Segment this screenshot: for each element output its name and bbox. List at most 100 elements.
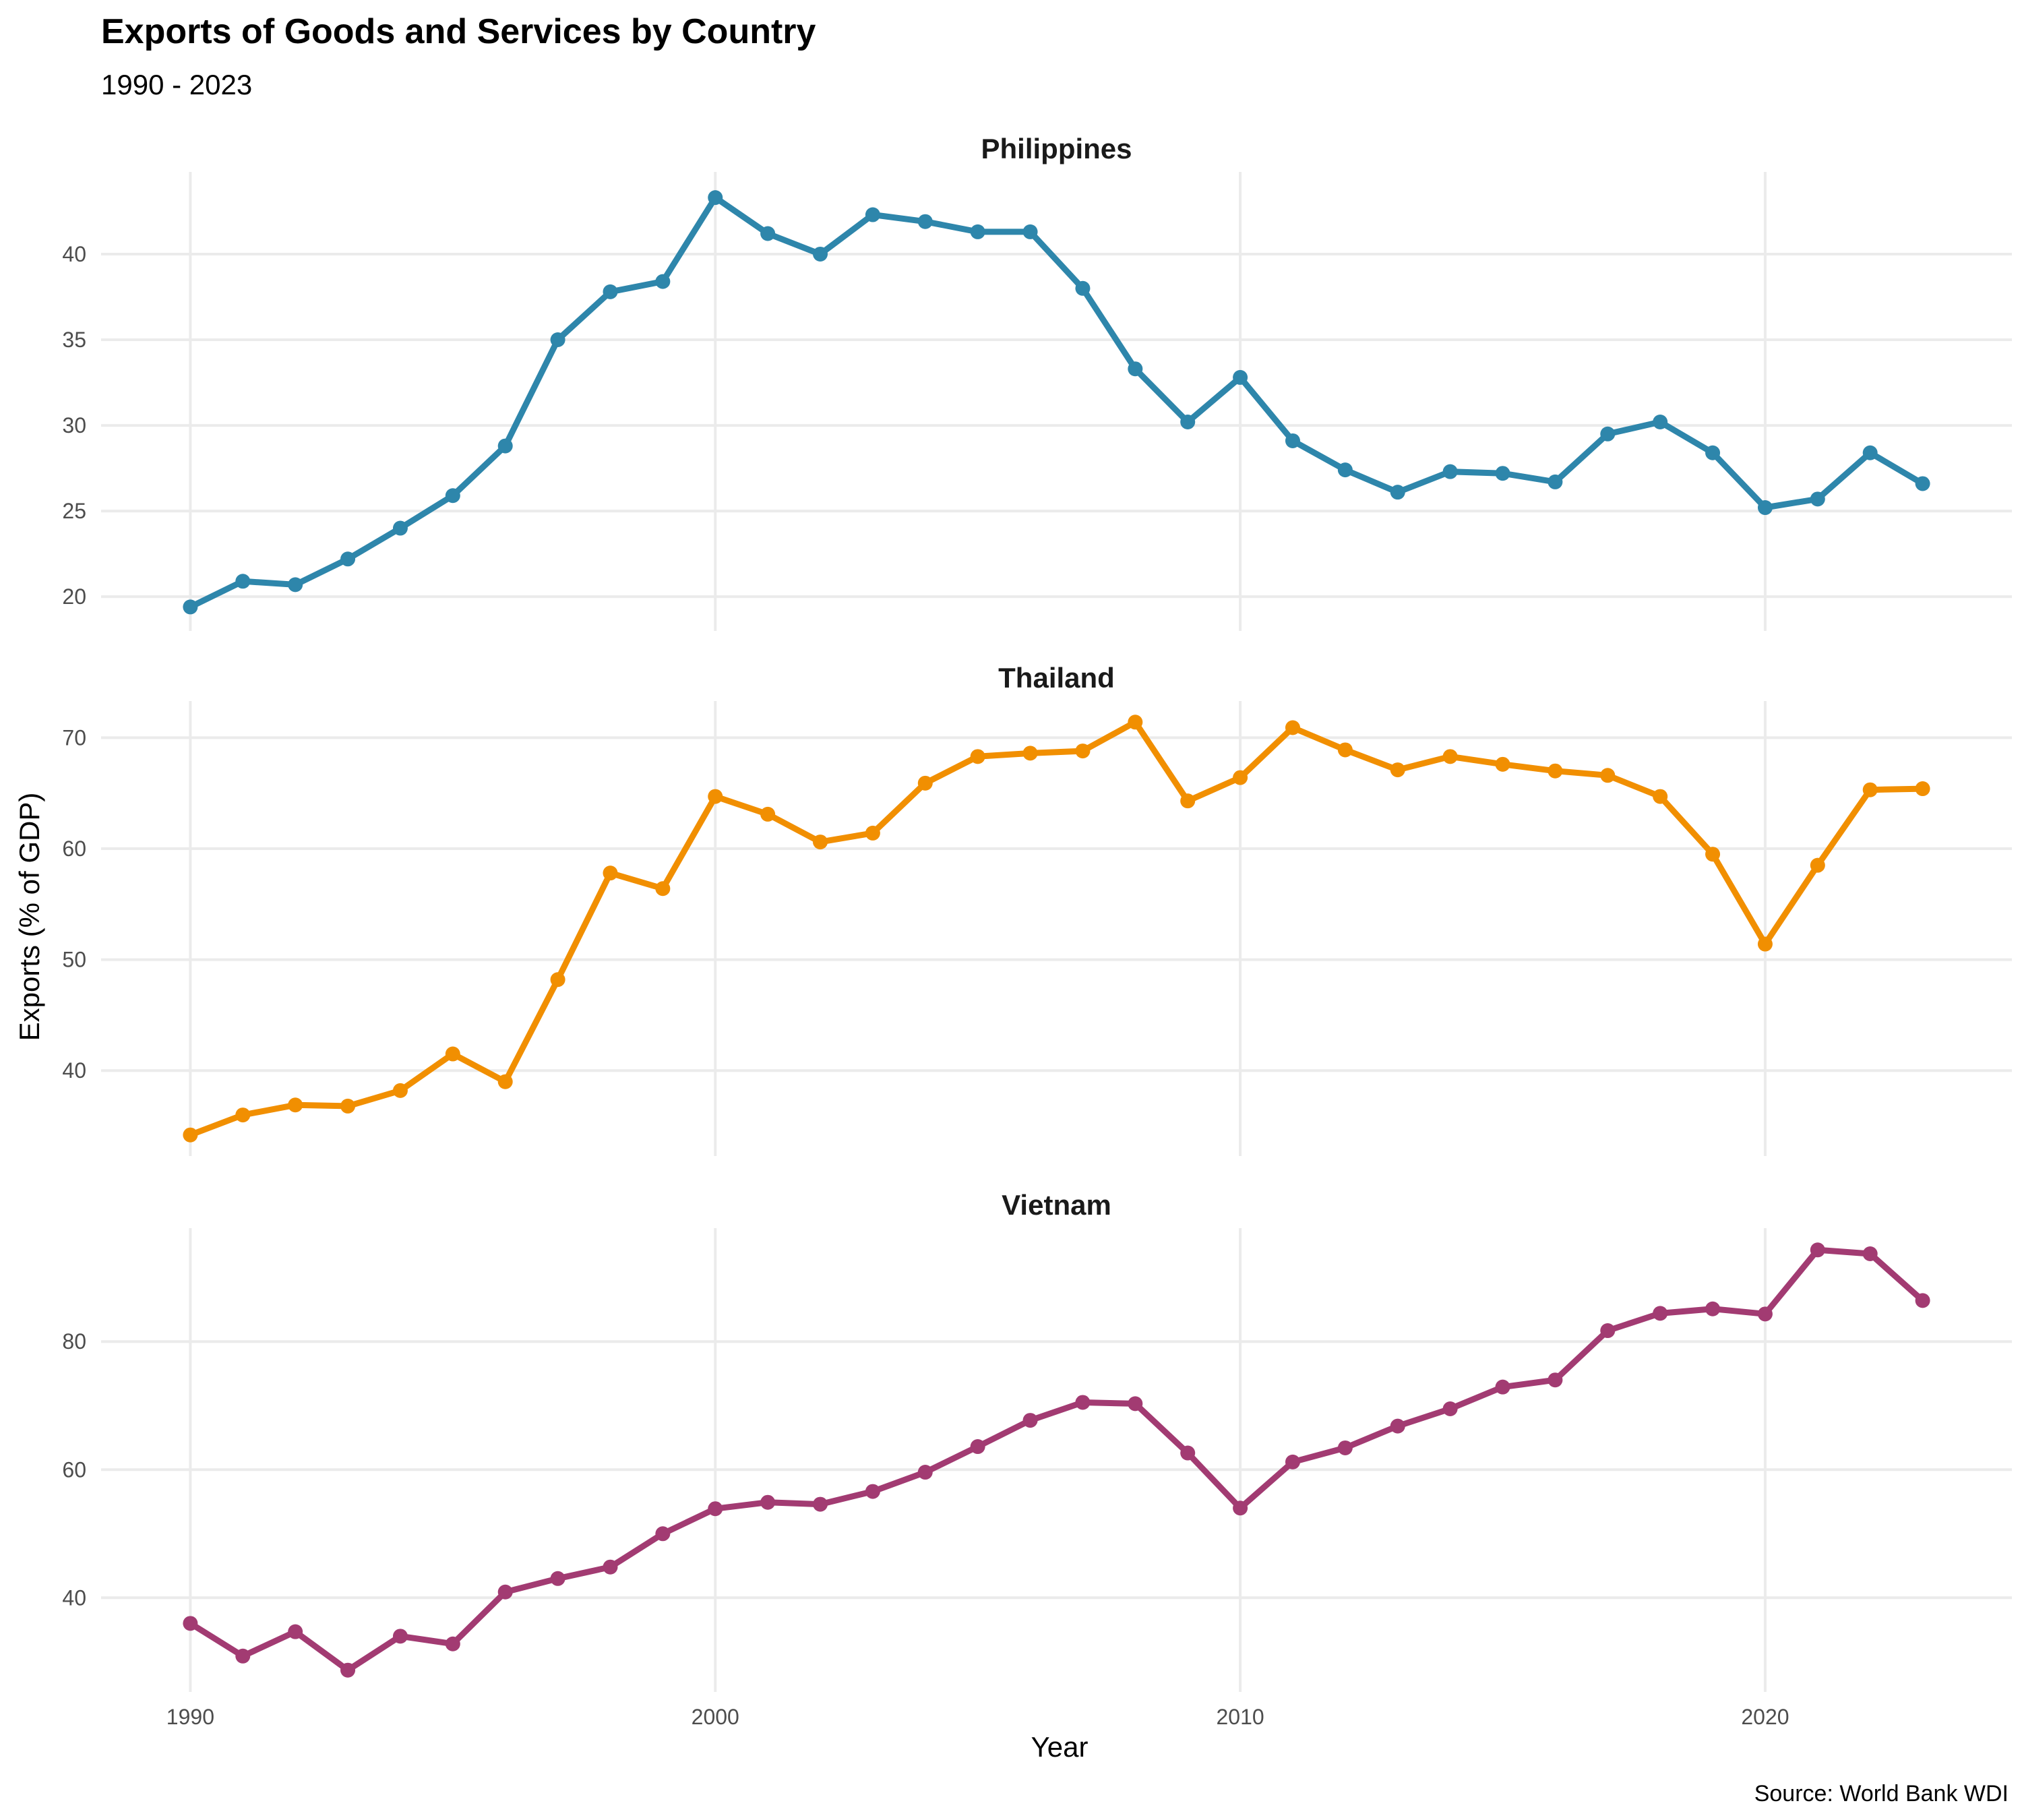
chart-subtitle: 1990 - 2023 <box>101 69 252 100</box>
x-tick-label: 2010 <box>1217 1705 1264 1729</box>
data-point <box>1337 1440 1353 1455</box>
y-tick-label: 25 <box>62 499 86 523</box>
data-point <box>1128 361 1143 377</box>
y-axis-title: Exports (% of GDP) <box>13 793 45 1041</box>
facet-panel-thailand: 40 50 60 70 Thailand <box>62 662 2012 1156</box>
data-point <box>1705 1301 1721 1316</box>
y-tick-label: 50 <box>62 948 86 972</box>
data-point <box>865 825 880 841</box>
chart-title: Exports of Goods and Services by Country <box>101 12 816 51</box>
data-point <box>917 214 933 229</box>
data-point <box>760 806 776 822</box>
data-point <box>813 1496 828 1512</box>
data-point <box>445 1046 460 1062</box>
y-tick-label: 60 <box>62 1457 86 1482</box>
data-point <box>1862 1246 1878 1262</box>
data-point <box>1285 720 1300 735</box>
data-point <box>1075 744 1091 759</box>
data-point <box>1653 789 1668 804</box>
data-point <box>1022 1413 1038 1428</box>
data-point <box>1442 464 1458 479</box>
data-point <box>235 1648 251 1664</box>
facet-title: Thailand <box>998 662 1115 694</box>
data-point <box>708 190 723 206</box>
data-point <box>1233 1500 1248 1516</box>
x-axis-title: Year <box>1031 1731 1089 1763</box>
data-point <box>1128 715 1143 730</box>
data-point <box>1075 1395 1091 1410</box>
data-point <box>1390 762 1405 778</box>
data-point <box>1810 857 1825 873</box>
data-point <box>1757 500 1773 516</box>
data-point <box>1285 433 1300 448</box>
data-point <box>708 1501 723 1517</box>
data-point <box>970 224 985 239</box>
data-point <box>392 1629 408 1644</box>
y-tick-label: 70 <box>62 725 86 750</box>
data-point <box>865 207 880 222</box>
x-tick-label: 2000 <box>692 1705 739 1729</box>
data-point <box>1022 224 1038 239</box>
data-point <box>1915 781 1930 797</box>
data-point <box>1495 756 1510 772</box>
data-point <box>1600 768 1616 783</box>
chart-caption: Source: World Bank WDI <box>1754 1781 2009 1807</box>
data-point <box>1390 485 1405 500</box>
data-point <box>760 1494 776 1510</box>
facet-panels: 20 25 30 35 40 Philippines 40 50 60 70 Thailand 40 6… <box>62 133 2012 1729</box>
data-point <box>1233 770 1248 785</box>
data-point <box>497 1584 513 1600</box>
data-point <box>865 1484 880 1499</box>
data-point <box>655 274 671 289</box>
data-point <box>655 881 671 897</box>
data-point <box>1495 466 1510 481</box>
data-point <box>708 789 723 804</box>
data-point <box>340 551 356 567</box>
data-point <box>1337 742 1353 758</box>
data-point <box>1548 763 1563 779</box>
data-point <box>1442 749 1458 764</box>
series-line-philippines <box>187 194 1926 610</box>
y-tick-label: 40 <box>62 242 86 266</box>
y-tick-label: 35 <box>62 328 86 352</box>
data-point <box>340 1662 356 1678</box>
data-point <box>1495 1379 1510 1395</box>
series-line-thailand <box>187 719 1926 1139</box>
data-point <box>550 972 565 988</box>
data-point <box>1915 476 1930 491</box>
facet-title: Vietnam <box>1002 1189 1111 1221</box>
data-point <box>1757 936 1773 952</box>
y-tick-label: 30 <box>62 413 86 437</box>
data-point <box>1915 1293 1930 1308</box>
data-point <box>1180 793 1196 809</box>
data-point <box>917 1465 933 1480</box>
x-tick-label: 1990 <box>166 1705 214 1729</box>
data-point <box>497 438 513 454</box>
facet-panel-vietnam: 40 60 80 Vietnam <box>62 1189 2012 1692</box>
data-point <box>760 226 776 241</box>
data-point <box>1757 1306 1773 1322</box>
data-point <box>392 1083 408 1098</box>
data-point <box>1705 847 1721 862</box>
y-tick-label: 40 <box>62 1058 86 1083</box>
data-point <box>917 775 933 791</box>
data-point <box>1233 369 1248 385</box>
series-line-vietnam <box>187 1246 1926 1674</box>
data-point <box>550 332 565 348</box>
y-tick-label: 40 <box>62 1585 86 1610</box>
data-point <box>1128 1396 1143 1412</box>
data-point <box>1548 1372 1563 1388</box>
data-point <box>550 1571 565 1586</box>
data-point <box>1180 1445 1196 1461</box>
data-point <box>970 1439 985 1455</box>
data-point <box>235 1108 251 1123</box>
data-point <box>1180 414 1196 429</box>
data-point <box>1337 462 1353 478</box>
data-point <box>1075 280 1091 296</box>
data-point <box>1705 445 1721 460</box>
data-point <box>1810 491 1825 507</box>
data-point <box>288 577 303 593</box>
data-point <box>1285 1454 1300 1469</box>
data-point <box>497 1074 513 1089</box>
